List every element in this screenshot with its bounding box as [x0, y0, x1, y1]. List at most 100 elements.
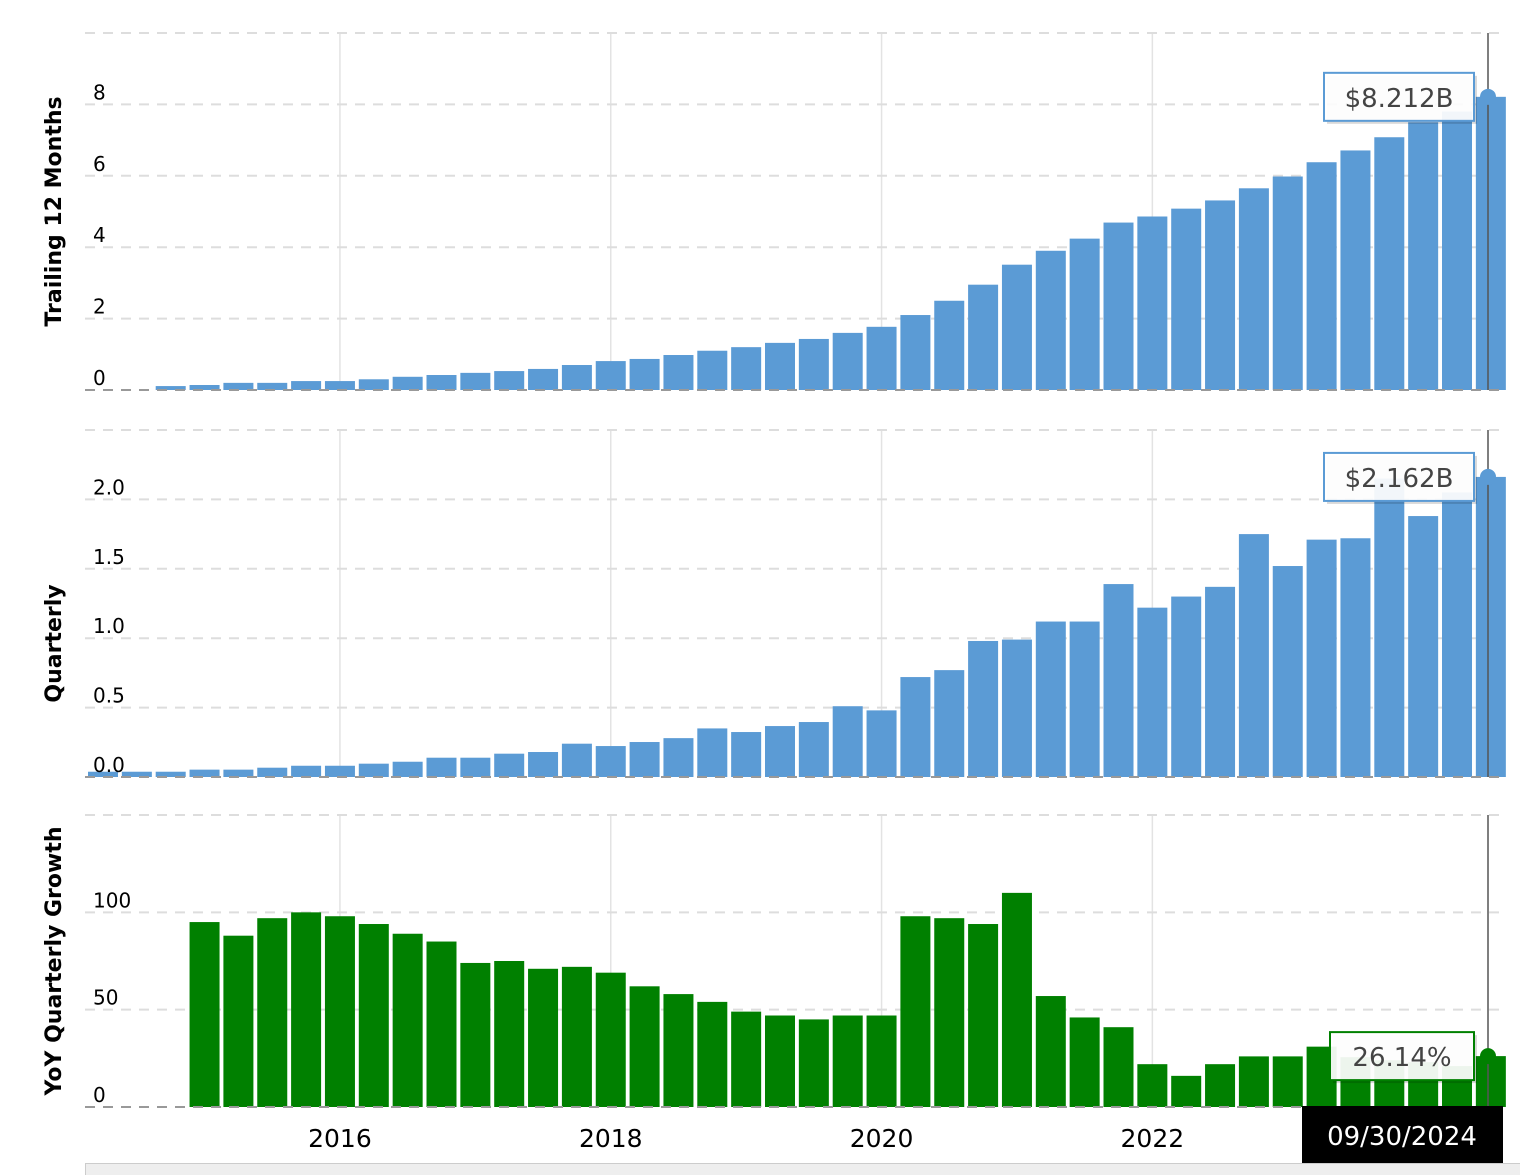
bar[interactable]	[392, 761, 423, 777]
bar[interactable]	[189, 385, 220, 390]
bar[interactable]	[1475, 1056, 1506, 1107]
bar[interactable]	[832, 1015, 863, 1107]
bar[interactable]	[1035, 621, 1066, 777]
bar[interactable]	[900, 916, 931, 1107]
bar[interactable]	[765, 1015, 795, 1107]
bar[interactable]	[561, 365, 592, 390]
bar[interactable]	[1475, 96, 1506, 390]
bar[interactable]	[426, 375, 457, 390]
bar[interactable]	[155, 386, 186, 390]
bar[interactable]	[934, 918, 965, 1107]
bar[interactable]	[358, 379, 389, 390]
bar[interactable]	[324, 765, 355, 777]
bar[interactable]	[595, 361, 626, 390]
bar[interactable]	[765, 342, 795, 390]
bar[interactable]	[189, 769, 220, 777]
bar[interactable]	[1340, 150, 1371, 390]
bar[interactable]	[1137, 216, 1168, 390]
bar[interactable]	[866, 710, 897, 777]
bar[interactable]	[697, 728, 728, 777]
bar[interactable]	[223, 935, 254, 1107]
bar[interactable]	[358, 763, 389, 777]
bar[interactable]	[121, 771, 152, 777]
bar[interactable]	[257, 767, 288, 777]
bar[interactable]	[291, 381, 322, 390]
bar[interactable]	[1171, 1075, 1202, 1107]
bar[interactable]	[663, 994, 694, 1107]
bar[interactable]	[1306, 162, 1337, 390]
bar[interactable]	[494, 753, 525, 777]
bar[interactable]	[663, 738, 694, 777]
bar[interactable]	[460, 372, 491, 390]
bar[interactable]	[832, 332, 863, 390]
bar[interactable]	[291, 912, 322, 1107]
bar[interactable]	[494, 371, 525, 390]
bar[interactable]	[629, 358, 660, 390]
bar[interactable]	[1205, 1064, 1236, 1107]
bar[interactable]	[866, 1015, 897, 1107]
bar[interactable]	[968, 924, 999, 1107]
bar[interactable]	[798, 338, 829, 390]
bar[interactable]	[934, 670, 965, 777]
bar[interactable]	[765, 726, 795, 777]
bar[interactable]	[1001, 639, 1032, 777]
bar[interactable]	[1272, 176, 1303, 390]
bar[interactable]	[1205, 586, 1236, 777]
bar[interactable]	[88, 771, 118, 777]
bar[interactable]	[528, 368, 559, 390]
bar[interactable]	[697, 350, 728, 390]
bar[interactable]	[1069, 1017, 1100, 1107]
bar[interactable]	[731, 732, 762, 777]
range-navigator[interactable]	[85, 1163, 1520, 1175]
bar[interactable]	[900, 677, 931, 777]
bar[interactable]	[528, 752, 559, 777]
bar[interactable]	[1171, 596, 1202, 777]
bar[interactable]	[223, 382, 254, 390]
bar[interactable]	[1103, 222, 1134, 390]
bar[interactable]	[1035, 250, 1066, 390]
bar[interactable]	[460, 962, 491, 1107]
bar[interactable]	[1238, 534, 1269, 777]
bar[interactable]	[1205, 200, 1236, 390]
bar[interactable]	[1103, 584, 1134, 777]
bar[interactable]	[561, 743, 592, 777]
bar[interactable]	[189, 922, 220, 1107]
bar[interactable]	[798, 722, 829, 777]
bar[interactable]	[358, 924, 389, 1107]
bar[interactable]	[426, 941, 457, 1107]
bar[interactable]	[257, 918, 288, 1107]
bar[interactable]	[1137, 607, 1168, 777]
bar[interactable]	[324, 916, 355, 1107]
bar[interactable]	[1238, 1056, 1269, 1107]
bar[interactable]	[1272, 566, 1303, 777]
bar[interactable]	[1103, 1027, 1134, 1107]
bar[interactable]	[866, 326, 897, 390]
bar[interactable]	[1001, 264, 1032, 390]
bar[interactable]	[1408, 122, 1439, 390]
bar[interactable]	[595, 746, 626, 777]
bar[interactable]	[1171, 208, 1202, 390]
bar[interactable]	[223, 769, 254, 777]
bar[interactable]	[832, 706, 863, 777]
bar[interactable]	[1035, 996, 1066, 1107]
bar[interactable]	[1001, 892, 1032, 1107]
bar[interactable]	[1272, 1056, 1303, 1107]
bar[interactable]	[426, 757, 457, 777]
bar[interactable]	[798, 1019, 829, 1107]
bar[interactable]	[291, 765, 322, 777]
bar[interactable]	[1408, 516, 1439, 777]
bar[interactable]	[731, 347, 762, 390]
bar[interactable]	[968, 284, 999, 390]
bar[interactable]	[697, 1001, 728, 1107]
bar[interactable]	[1374, 478, 1405, 777]
bar[interactable]	[528, 968, 559, 1107]
bar[interactable]	[1069, 621, 1100, 777]
bar[interactable]	[324, 381, 355, 390]
bar[interactable]	[595, 972, 626, 1107]
bar[interactable]	[1442, 111, 1472, 390]
bar[interactable]	[1306, 539, 1337, 777]
bar[interactable]	[1069, 238, 1100, 390]
bar[interactable]	[494, 961, 525, 1107]
bar[interactable]	[900, 315, 931, 390]
bar[interactable]	[1475, 476, 1506, 777]
